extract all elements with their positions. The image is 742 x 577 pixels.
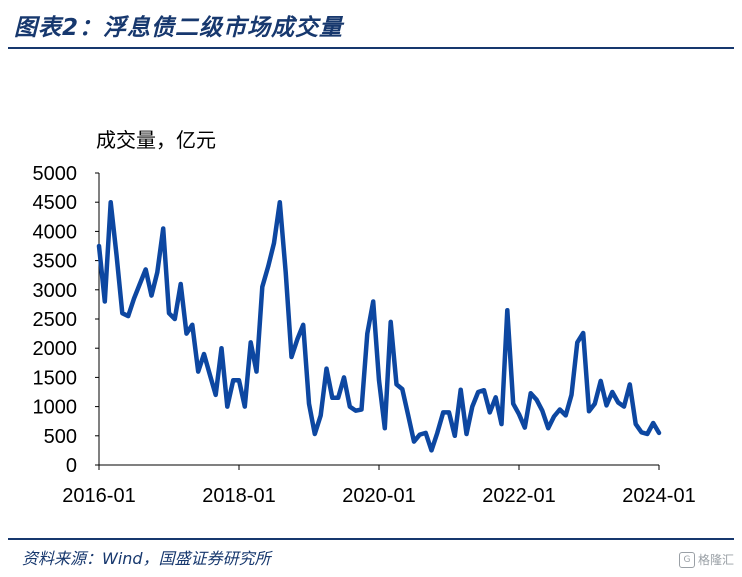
y-axis-label: 成交量，亿元	[96, 129, 216, 152]
x-tick-label: 2022-01	[482, 485, 555, 507]
y-tick-label: 3500	[33, 251, 78, 273]
x-tick-label: 2024-01	[622, 485, 695, 507]
x-tick-label: 2016-01	[62, 485, 135, 507]
y-tick-label: 4000	[33, 221, 78, 243]
y-tick-label: 0	[66, 455, 77, 477]
series-group	[96, 199, 662, 453]
x-tick-label: 2018-01	[202, 485, 275, 507]
watermark-logo-icon: G	[678, 551, 695, 568]
title-divider	[8, 47, 734, 49]
y-tick-label: 2000	[33, 338, 78, 360]
series-line	[96, 199, 662, 453]
y-tick-label: 3000	[33, 280, 78, 302]
x-tick-label: 2020-01	[342, 485, 415, 507]
x-ticks: 2016-01 2018-01 2020-01 2022-01 2024-01	[62, 465, 696, 507]
y-tick-label: 5000	[33, 163, 78, 185]
y-tick-label: 1000	[33, 397, 78, 419]
y-tick-label: 4500	[33, 192, 78, 214]
watermark-text: 格隆汇	[697, 553, 734, 567]
footer-divider	[8, 538, 734, 540]
source-note: 资料来源：Wind，国盛证券研究所	[22, 549, 271, 568]
y-tick-label: 1500	[33, 367, 78, 389]
figure-title: 图表2：浮息债二级市场成交量	[14, 15, 344, 41]
y-tick-label: 500	[44, 426, 77, 448]
y-tick-label: 2500	[33, 309, 78, 331]
y-ticks: 0 500 1000 1500 2000 2500 3000 3500 4000 4500 5000	[33, 163, 99, 477]
watermark: G 格隆汇	[678, 551, 734, 568]
